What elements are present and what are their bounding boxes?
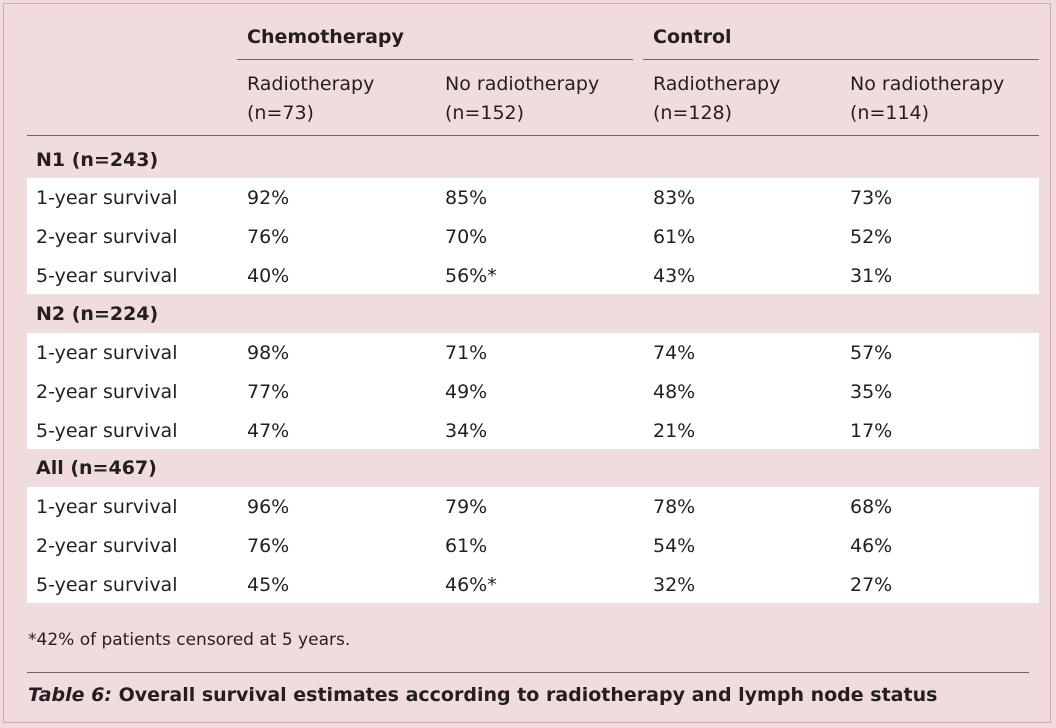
table-cell: 34% [445, 420, 488, 442]
section-band [27, 487, 1039, 603]
row-label: 1-year survival [36, 187, 178, 209]
table-cell: 40% [247, 265, 290, 287]
group-header-control: Control [653, 26, 732, 48]
row-label: 2-year survival [36, 535, 178, 557]
table-cell: 46% [850, 535, 893, 557]
table-cell: 76% [247, 535, 290, 557]
table-cell: 52% [850, 226, 893, 248]
column-header-chemo-no-radiotherapy: No radiotherapy (n=152) [445, 73, 600, 124]
section-title: N2 (n=224) [36, 303, 159, 325]
table-cell: 46%* [445, 574, 497, 596]
row-label: 5-year survival [36, 265, 178, 287]
caption-label: Table 6: [28, 684, 112, 706]
table-cell: 57% [850, 342, 893, 364]
table-cell: 92% [247, 187, 290, 209]
row-label: 2-year survival [36, 381, 178, 403]
table-cell: 79% [445, 496, 488, 518]
table-cell: 68% [850, 496, 893, 518]
table-cell: 77% [247, 381, 290, 403]
row-label: 2-year survival [36, 226, 178, 248]
table-cell: 48% [653, 381, 696, 403]
table-cell: 78% [653, 496, 696, 518]
table-cell: 56%* [445, 265, 497, 287]
table-cell: 21% [653, 420, 696, 442]
table-row: 5-year survival 40% 56%* 43% 31% [27, 256, 1039, 294]
table-row: 5-year survival 47% 34% 21% 17% [27, 411, 1039, 449]
table-cell: 98% [247, 342, 290, 364]
table-cell: 85% [445, 187, 488, 209]
table-row: 2-year survival 76% 70% 61% 52% [27, 217, 1039, 255]
header-rule [27, 135, 1039, 136]
table-row: 5-year survival 45% 46%* 32% 27% [27, 565, 1039, 603]
row-label: 1-year survival [36, 496, 178, 518]
table-cell: 83% [653, 187, 696, 209]
section-band [27, 333, 1039, 449]
column-header-chemo-radiotherapy: Radiotherapy (n=73) [247, 73, 375, 124]
table-cell: 73% [850, 187, 893, 209]
table-cell: 49% [445, 381, 488, 403]
table-cell: 31% [850, 265, 893, 287]
table-cell: 32% [653, 574, 696, 596]
row-label: 5-year survival [36, 420, 178, 442]
column-header-control-no-radiotherapy: No radiotherapy (n=114) [850, 73, 1005, 124]
group-rule-control [643, 59, 1039, 60]
table-frame [3, 3, 1051, 723]
footnote: *42% of patients censored at 5 years. [28, 630, 351, 650]
group-rule-chemotherapy [237, 59, 633, 60]
section-title: N1 (n=243) [36, 149, 159, 171]
table-row: 1-year survival 96% 79% 78% 68% [27, 487, 1039, 525]
column-header-control-radiotherapy: Radiotherapy (n=128) [653, 73, 781, 124]
table-cell: 61% [445, 535, 488, 557]
section-title: All (n=467) [36, 457, 157, 479]
section-band [27, 178, 1039, 294]
table-row: 2-year survival 76% 61% 54% 46% [27, 526, 1039, 564]
table-row: 2-year survival 77% 49% 48% 35% [27, 372, 1039, 410]
caption-rule [27, 672, 1029, 673]
table-cell: 17% [850, 420, 893, 442]
table-cell: 76% [247, 226, 290, 248]
row-label: 1-year survival [36, 342, 178, 364]
table-row: 1-year survival 98% 71% 74% 57% [27, 333, 1039, 371]
table-cell: 96% [247, 496, 290, 518]
table-cell: 43% [653, 265, 696, 287]
table-cell: 54% [653, 535, 696, 557]
table-cell: 27% [850, 574, 893, 596]
group-header-chemotherapy: Chemotherapy [247, 26, 404, 48]
table-cell: 47% [247, 420, 290, 442]
table-caption: Table 6: Overall survival estimates acco… [28, 682, 937, 708]
row-label: 5-year survival [36, 574, 178, 596]
table-cell: 70% [445, 226, 488, 248]
table-cell: 35% [850, 381, 893, 403]
table-cell: 71% [445, 342, 488, 364]
table-cell: 74% [653, 342, 696, 364]
table-row: 1-year survival 92% 85% 83% 73% [27, 178, 1039, 216]
table-cell: 61% [653, 226, 696, 248]
caption-text: Overall survival estimates according to … [111, 684, 938, 706]
table-cell: 45% [247, 574, 290, 596]
